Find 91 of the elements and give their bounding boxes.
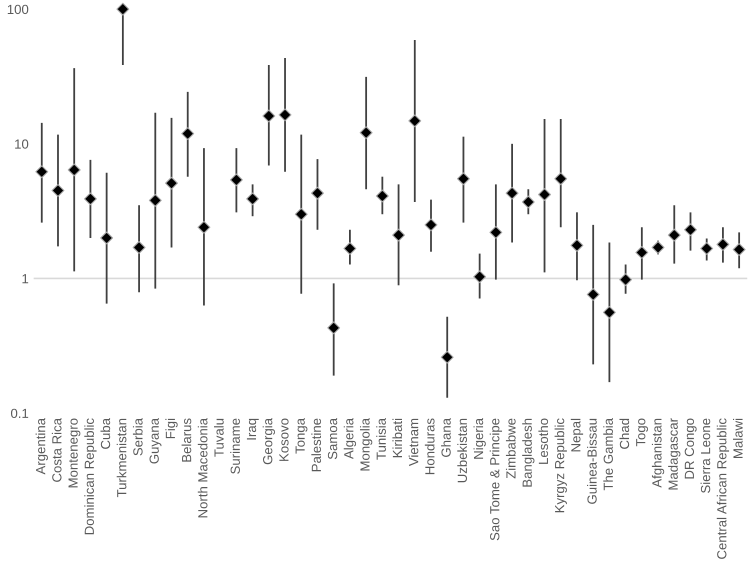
x-tick-label: Argentina [36,418,48,474]
x-tick-label: Zimbabwe [506,418,516,478]
point [554,172,568,186]
point [408,114,422,128]
point [132,241,146,254]
point [732,243,746,256]
x-tick-label: Afghanistan [652,418,664,488]
x-tick-label: Kyrgyz Republic [554,418,567,512]
point [35,165,48,178]
x-tick-label: Belarus [182,418,192,462]
x-tick-label: Kiribati [392,418,402,458]
x-tick-label: North Macedonia [198,418,208,518]
y-tick-label: 10 [15,139,28,149]
x-tick-label: Vietnam [408,418,418,466]
x-tick-label: Turkmenistan [116,418,126,498]
point [635,246,648,259]
point [311,186,324,200]
point [181,127,194,140]
point [148,194,162,207]
point [716,238,730,251]
point [652,241,664,254]
point [278,108,292,122]
x-tick-label: Costa Rica [52,418,62,482]
point [360,126,373,140]
x-tick-label: Madagascar [668,418,680,490]
x-tick-label: Guyana [149,418,162,464]
point [602,306,616,319]
x-tick-label: Tunisia [376,418,386,460]
point [619,273,632,286]
point [392,228,406,242]
point [489,226,502,239]
y-tick-label: 100 [8,4,28,14]
x-tick-label: Honduras [424,418,435,474]
x-tick-label: Figi [165,418,178,438]
point [522,196,535,208]
point [52,184,64,197]
x-tick-label: Lesotho [538,418,548,464]
x-tick-label: Dominican Republic [84,418,97,534]
point [327,321,340,334]
x-tick-label: Ghana [441,418,451,457]
point [343,242,356,255]
x-tick-label: Iraq [246,418,259,440]
x-tick-label: Uzbekistan [457,418,467,482]
x-tick-label: Bangladesh [522,418,534,487]
x-tick-label: Serbia [132,418,143,456]
point [165,176,178,190]
y-tick-label: 0.1 [10,408,28,418]
x-tick-label: Central African Republic [716,418,730,559]
point [506,186,519,200]
x-tick-label: Sierra Leone [700,418,710,493]
point [116,2,130,16]
x-tick-label: Kosovo [279,418,289,461]
y-tick-label: 1 [22,274,28,284]
point [424,218,438,232]
point [376,190,389,202]
x-tick-label: Togo [636,418,648,446]
point [84,192,97,206]
point [586,288,600,301]
x-tick-label: Nigeria [474,418,486,459]
point [668,228,681,242]
point [68,163,81,176]
x-tick-label: Sao Tome & Principe [490,418,502,540]
point [230,173,243,186]
x-tick-label: Tonga [296,418,308,454]
point [473,270,486,284]
x-tick-label: Malawi [732,418,743,458]
point [570,238,584,252]
point [246,192,260,206]
x-tick-label: The Gambia [603,418,613,490]
x-tick-label: Samoa [328,418,338,460]
x-tick-label: Nepal [570,418,584,452]
x-tick-label: Tuvalu [214,418,224,457]
x-tick-label: Montenegro [68,418,80,488]
point [700,242,714,255]
point [440,350,454,364]
x-tick-label: Guinea-Bissau [587,418,597,504]
point [262,110,276,122]
x-tick-label: Georgia [262,418,275,464]
x-tick-label: Cuba [100,418,110,449]
x-tick-label: Palestine [311,418,322,472]
x-tick-label: DR Congo [684,418,697,479]
point [198,220,210,234]
x-tick-label: Chad [619,418,630,449]
x-tick-label: Suriname [230,418,240,474]
x-tick-label: Algeria [344,418,356,460]
point [538,188,551,201]
point [294,208,308,221]
x-tick-label: Mongolia [360,418,372,470]
point [456,172,470,186]
point [684,223,697,236]
point [100,231,114,244]
